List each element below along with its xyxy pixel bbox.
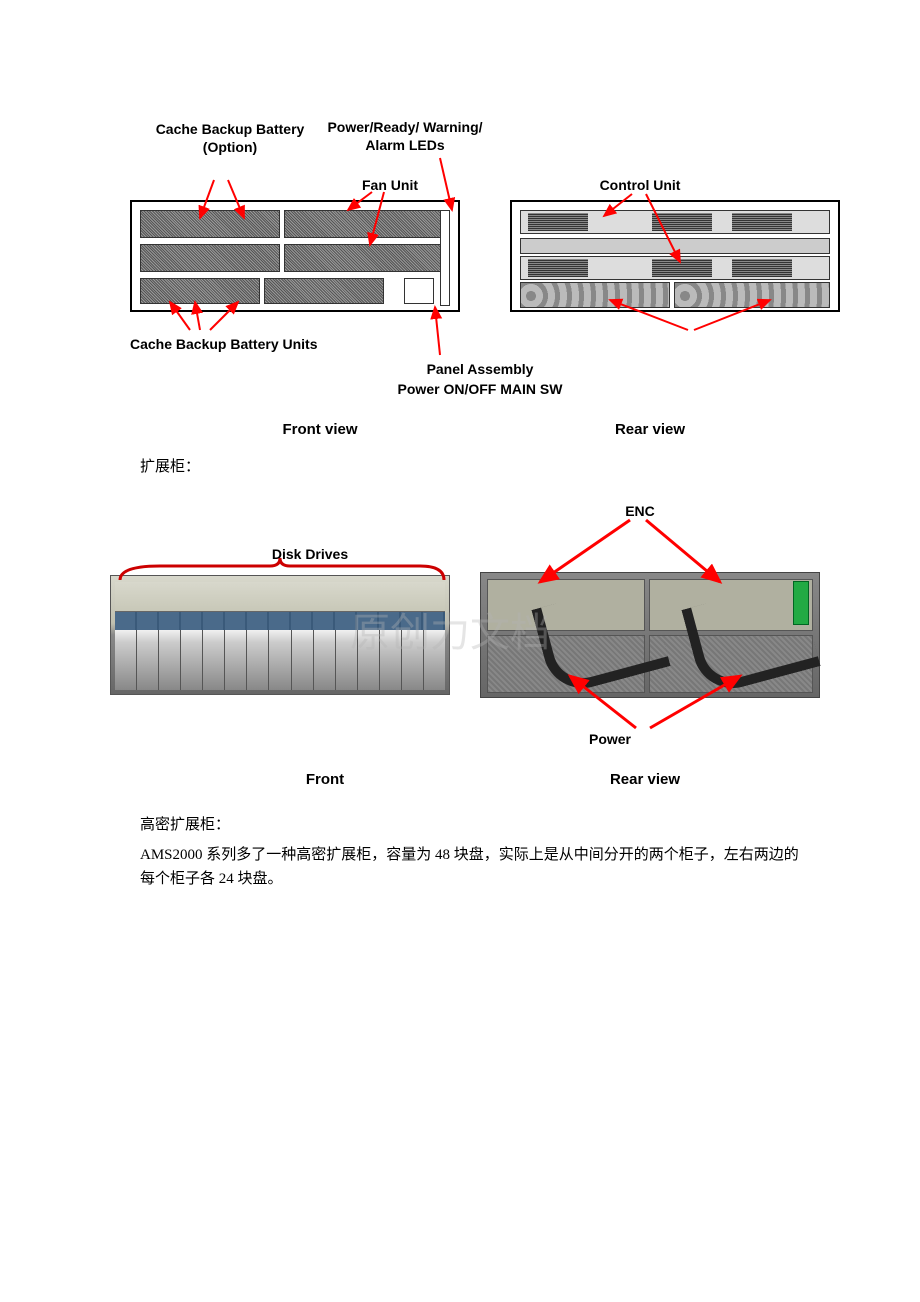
- label-disk-drives-text: Disk Drives: [272, 546, 348, 562]
- rear-chassis-diagram: [510, 200, 840, 312]
- caption-rear-view-2: Rear view: [575, 770, 715, 790]
- disk-chassis-rear: [480, 572, 820, 698]
- section-heading-expansion: 扩展柜：: [140, 455, 200, 479]
- section-heading-highdensity: 高密扩展柜：: [140, 813, 230, 837]
- disk-chassis-front: [110, 575, 450, 695]
- body-paragraph: AMS2000 系列多了一种高密扩展柜，容量为 48 块盘，实际上是从中间分开的…: [140, 843, 800, 891]
- label-control-unit: Control Unit: [560, 176, 720, 194]
- label-power: Power: [570, 730, 650, 748]
- label-disk-drives: Disk Drives: [240, 545, 380, 563]
- label-panel-assembly: Panel Assembly: [380, 360, 580, 378]
- label-enc: ENC: [600, 502, 680, 520]
- front-chassis-diagram: [130, 200, 460, 312]
- caption-rear-view-1: Rear view: [580, 420, 720, 440]
- caption-front-2: Front: [275, 770, 375, 790]
- label-power-leds: Power/Ready/ Warning/ Alarm LEDs: [320, 118, 490, 154]
- label-cache-backup-units: Cache Backup Battery Units: [130, 335, 390, 353]
- caption-front-view-1: Front view: [250, 420, 390, 440]
- label-cache-backup-battery: Cache Backup Battery (Option): [150, 120, 310, 156]
- label-power-switch: Power ON/OFF MAIN SW: [360, 380, 600, 398]
- label-fan-unit: Fan Unit: [320, 176, 460, 194]
